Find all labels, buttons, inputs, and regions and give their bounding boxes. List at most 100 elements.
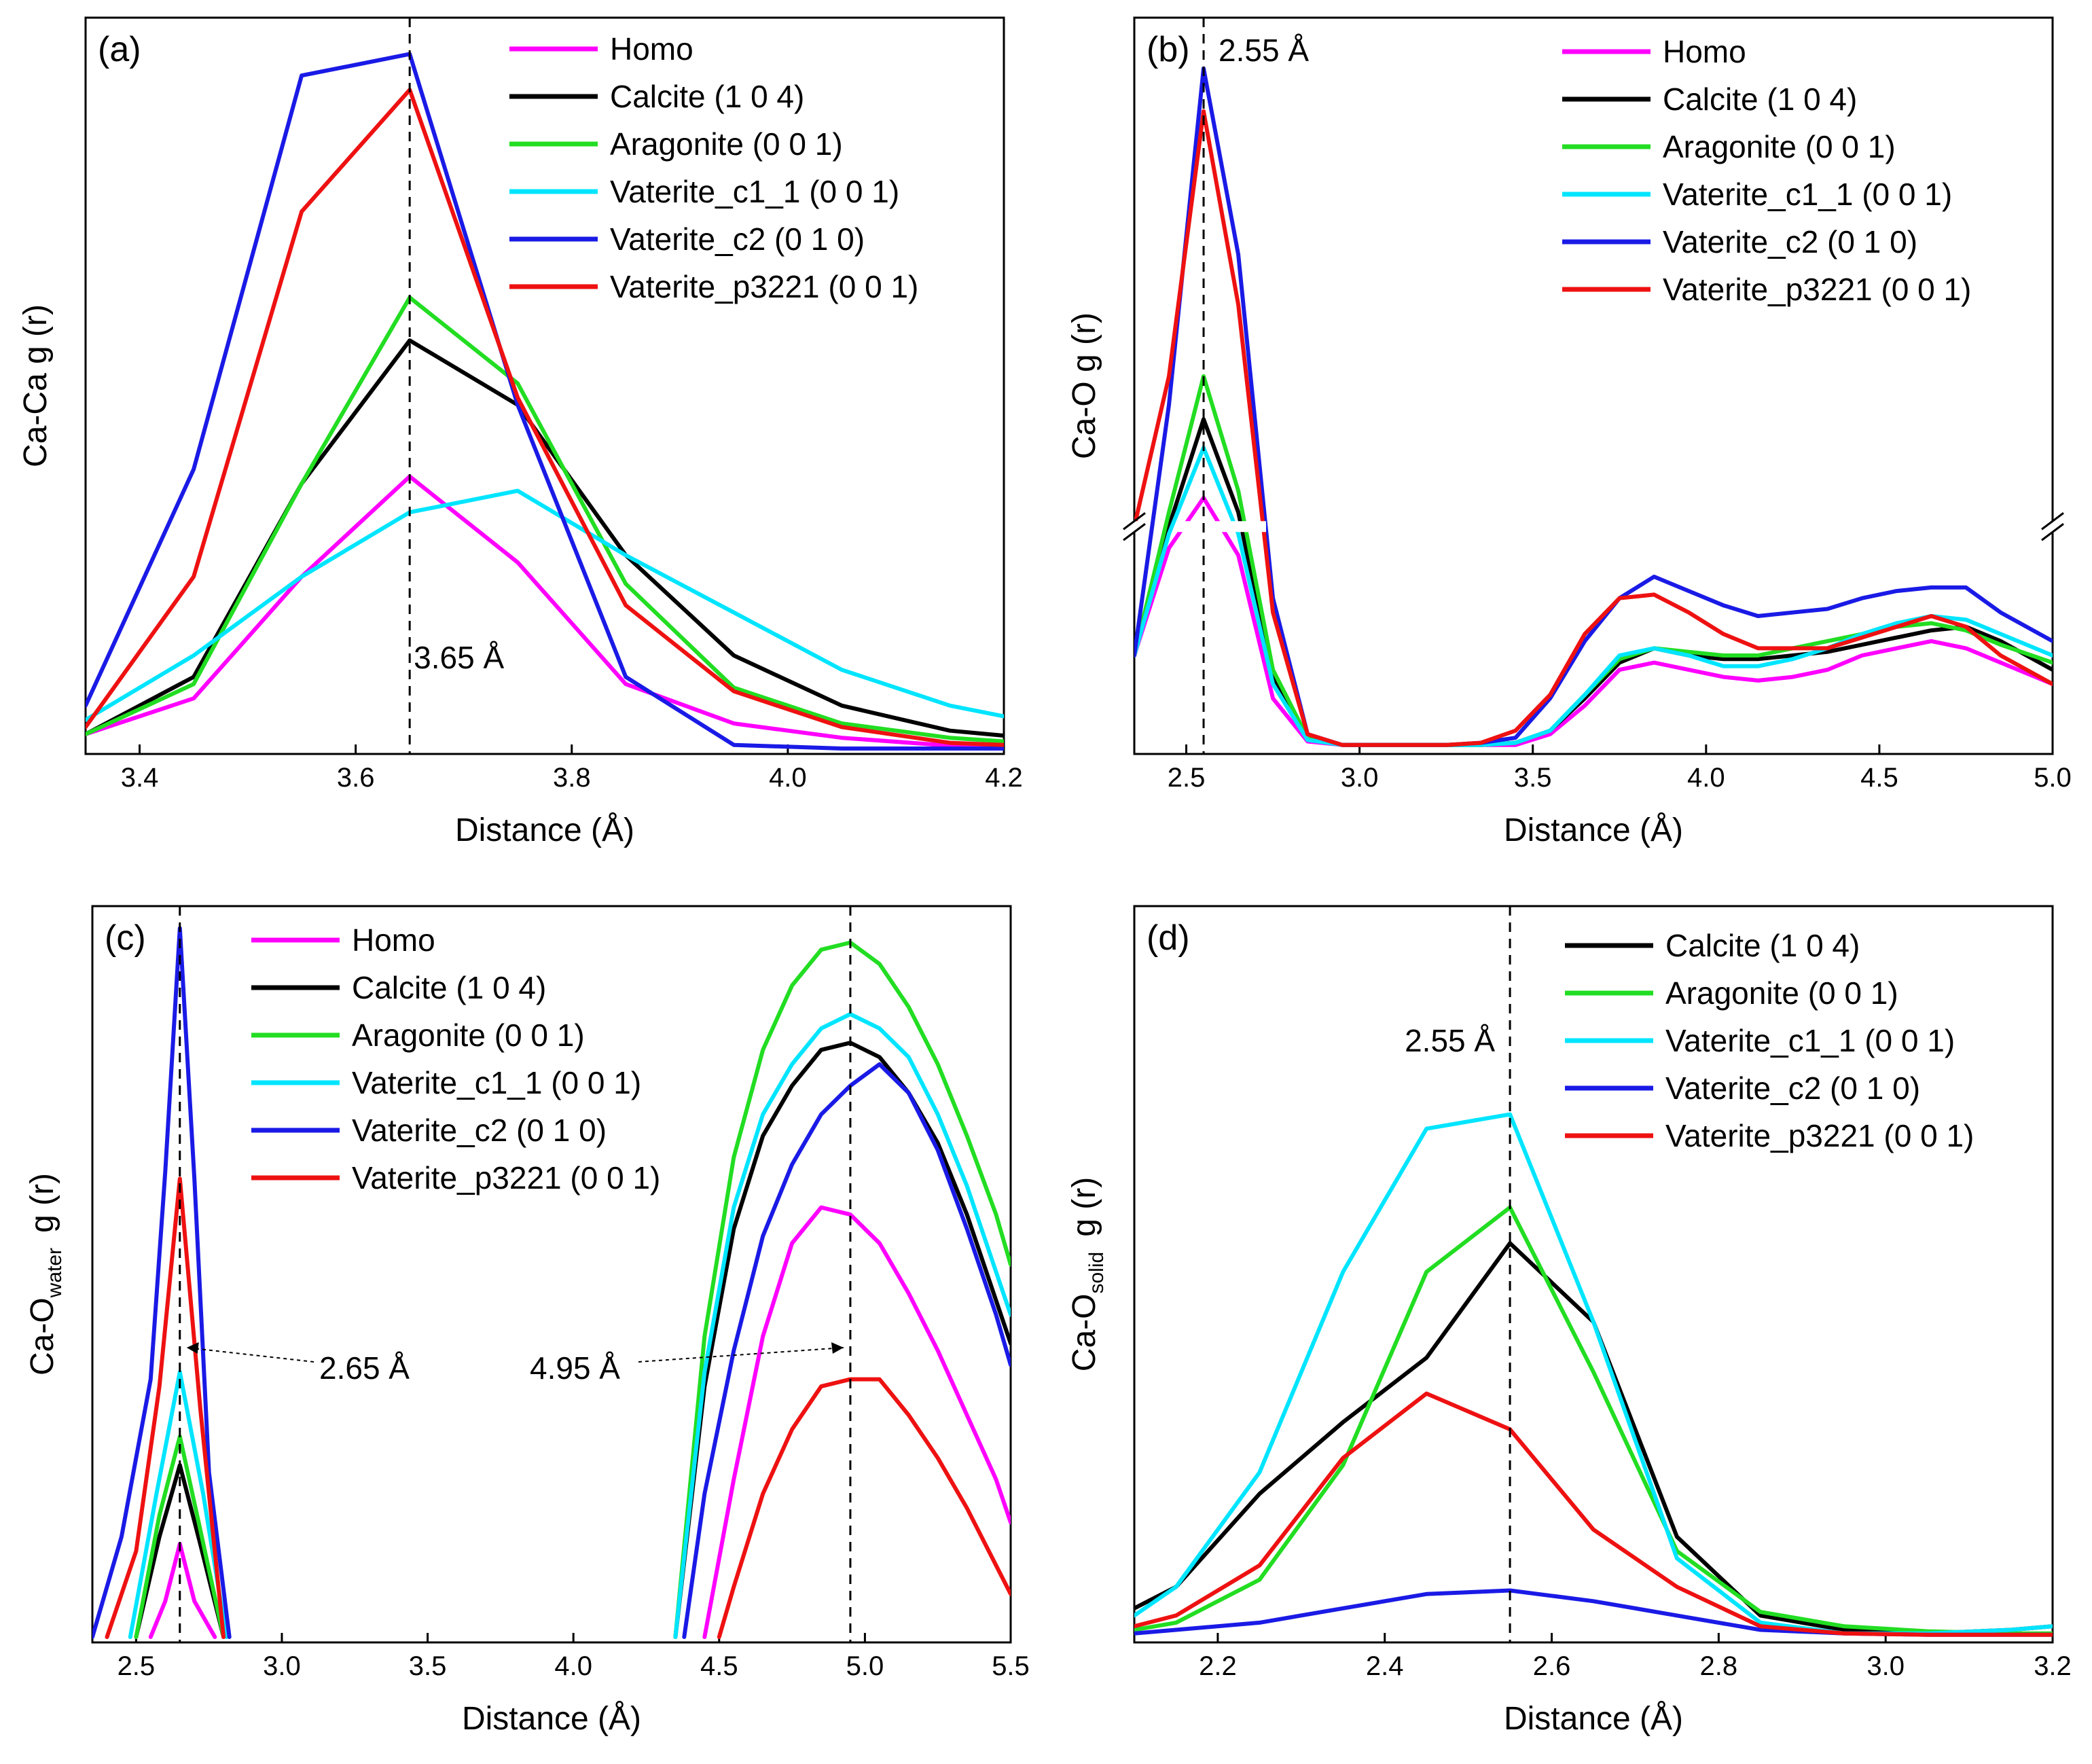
series-line-vaterite_c2 [86,52,1004,751]
legend-entry: Aragonite (0 0 1) [610,126,843,162]
legend-entry: Homo [610,31,693,67]
series-line-homo [86,474,1004,749]
legend-entry: Calcite (1 0 4) [1665,928,1860,963]
annotation-arrow [638,1347,844,1363]
x-tick-label: 5.0 [2034,763,2072,793]
x-tick-label: 3.4 [121,763,159,793]
legend-entry: Calcite (1 0 4) [610,79,804,114]
series-line-aragonite [86,295,1004,744]
x-tick-label: 2.8 [1700,1651,1738,1681]
plot-frame [1133,905,2054,1644]
series-line-vaterite_c1_1 [86,488,1004,722]
x-tick-label: 2.5 [118,1651,156,1681]
series-line-vaterite_p3221 [105,1176,226,1639]
series-line-homo [1134,496,2053,747]
panel-label: (d) [1147,918,1190,958]
peak-annotation: 2.65 Å [319,1350,410,1386]
axis-break-mark [1123,512,1146,530]
x-tick-label: 4.0 [769,763,807,793]
legend-entry: Vaterite_p3221 (0 0 1) [610,269,918,304]
x-axis-title: Distance (Å) [455,812,634,848]
legend-entry: Vaterite_p3221 (0 0 1) [1663,272,1971,307]
series-line-vaterite_c2 [92,926,232,1639]
axis-break-mark [2041,512,2064,530]
panel-label: (b) [1147,30,1190,69]
x-tick-label: 2.2 [1199,1651,1237,1681]
plot-frame [91,905,1012,1644]
panel-label: (a) [98,30,141,69]
x-tick-label: 4.0 [554,1651,592,1681]
series-line-vaterite_c1_1 [1134,446,2053,747]
y-axis-title: Ca-Osolid g (r) [1066,1177,1108,1371]
x-tick-label: 4.0 [1687,763,1725,793]
series-line-vaterite_p3221 [86,88,1004,747]
y-axis-title-subscript: solid [1085,1252,1108,1294]
series-line-calcite [1134,417,2053,747]
x-tick-label: 3.0 [263,1651,301,1681]
x-tick-label: 3.2 [2034,1651,2072,1681]
y-axis-title-suffix: g (r) [1066,1177,1102,1237]
y-axis-title: Ca-Owater g (r) [24,1173,66,1375]
axis-break-mark [2041,523,2064,541]
peak-annotation: 4.95 Å [530,1350,620,1386]
legend: Homo Calcite (1 0 4) Aragonite (0 0 1) Vate… [509,31,918,304]
x-tick-label: 3.5 [409,1651,447,1681]
legend: Homo Calcite (1 0 4) Aragonite (0 0 1) Vate… [251,922,660,1195]
x-tick-label: 3.0 [1341,763,1379,793]
x-tick-label: 4.5 [1860,763,1898,793]
series-line-vaterite_p3221 [1134,1391,2053,1637]
series-line-aragonite [1134,1205,2053,1636]
x-tick-label: 3.8 [553,763,591,793]
peak-annotation: 3.65 Å [414,640,504,675]
axis-break-mark [1123,523,1146,541]
legend-entry: Calcite (1 0 4) [1663,82,1857,117]
y-axis-title-suffix: g (r) [24,1173,60,1233]
plot-frame [1133,16,2054,755]
series-line-vaterite_p3221 [1134,109,2053,747]
legend-entry: Vaterite_c2 (0 1 0) [352,1113,607,1148]
legend-entry: Aragonite (0 0 1) [352,1018,585,1053]
legend-entry: Vaterite_p3221 (0 0 1) [1665,1118,1974,1153]
legend-entry: Calcite (1 0 4) [352,970,546,1005]
peak-annotation: 2.55 Å [1405,1023,1495,1058]
annotation-arrowhead [186,1342,199,1354]
panel-a: 3.4 3.6 3.8 4.0 4.2 Distance (Å) Ca-Ca g (r) (a… [18,16,1023,848]
legend: Calcite (1 0 4) Aragonite (0 0 1) Vaterite… [1565,928,1974,1153]
x-tick-label: 3.0 [1866,1651,1905,1681]
series-line-homo [702,1205,1011,1639]
legend-entry: Vaterite_c2 (0 1 0) [1665,1070,1920,1106]
x-tick-label: 4.5 [700,1651,738,1681]
x-tick-label: 5.5 [992,1651,1030,1681]
legend-entry: Aragonite (0 0 1) [1663,129,1896,164]
legend-entry: Vaterite_c1_1 (0 0 1) [352,1065,641,1100]
legend-entry: Aragonite (0 0 1) [1665,975,1898,1011]
series-line-vaterite_c1_1 [673,1012,1011,1639]
y-axis-title: Ca-Ca g (r) [18,304,54,467]
legend-entry: Homo [352,922,435,958]
x-axis-title: Distance (Å) [1504,812,1683,848]
annotation-arrowhead [831,1342,844,1354]
annotation-arrow [186,1347,314,1363]
x-tick-label: 3.5 [1514,763,1552,793]
legend-entry: Homo [1663,34,1746,69]
legend: Homo Calcite (1 0 4) Aragonite (0 0 1) Vate… [1562,34,1971,307]
panel-label: (c) [105,918,146,958]
x-axis-title: Distance (Å) [1504,1701,1683,1737]
y-axis-title-main: Ca-O [1066,1294,1102,1372]
axis-break-gap [1178,521,1266,533]
series-line-vaterite_p3221 [717,1377,1011,1639]
legend-entry: Vaterite_c2 (0 1 0) [610,221,865,257]
x-tick-label: 2.4 [1366,1651,1404,1681]
y-axis-title-subscript: water [43,1248,66,1298]
plot-frame [84,16,1005,755]
panel-b: 2.5 3.0 3.5 4.0 4.5 5.0 Distance (Å) Ca-O g (r)… [1066,16,2072,848]
y-axis-title-main: Ca-O [24,1297,60,1375]
legend-entry: Vaterite_c1_1 (0 0 1) [1663,177,1952,212]
legend-entry: Vaterite_c1_1 (0 0 1) [610,174,899,209]
series-line-vaterite_c2 [1134,66,2053,747]
x-tick-label: 5.0 [846,1651,884,1681]
panel-c: 2.5 3.0 3.5 4.0 4.5 5.0 5.5 Distance (Å) Ca-Owat… [24,905,1030,1737]
x-tick-label: 3.6 [337,763,375,793]
x-tick-label: 2.5 [1168,763,1206,793]
y-axis-title: Ca-O g (r) [1066,312,1102,459]
